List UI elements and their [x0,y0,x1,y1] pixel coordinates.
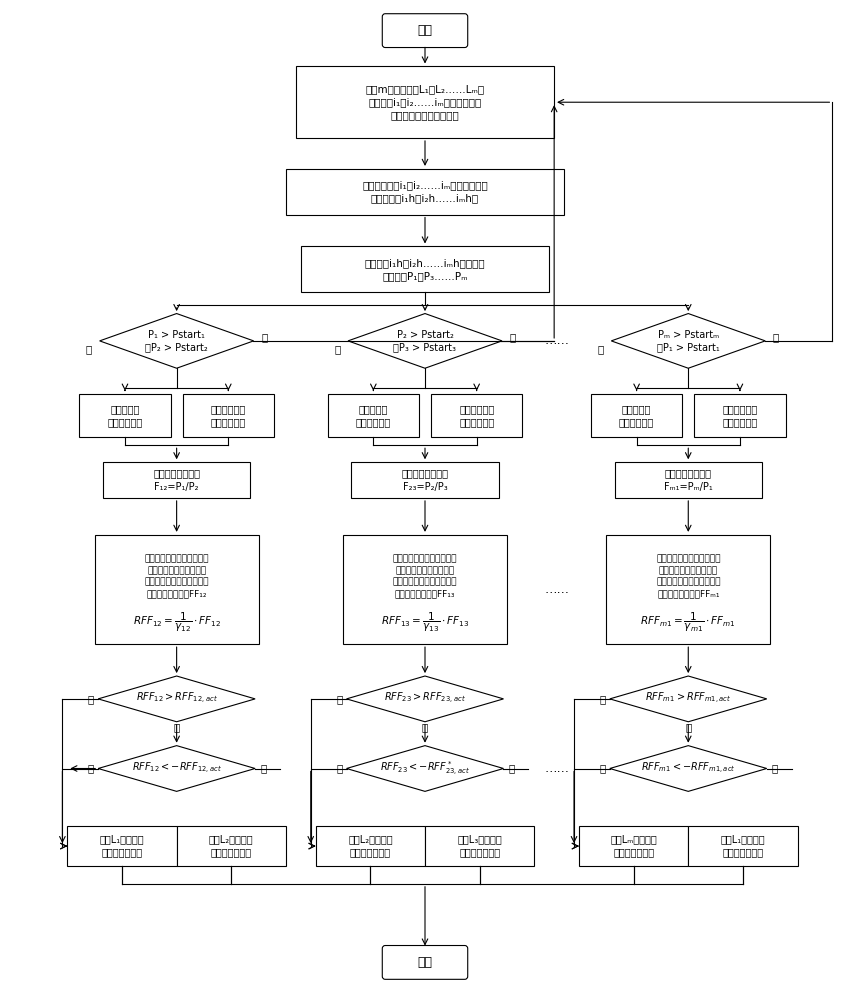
Text: $RFF_{13}=\dfrac{1}{\gamma_{13}}\cdot FF_{13}$: $RFF_{13}=\dfrac{1}{\gamma_{13}}\cdot FF… [381,611,469,634]
Text: $RFF_{23}>RFF_{23,act}$: $RFF_{23}>RFF_{23,act}$ [384,691,466,706]
Text: 否: 否 [173,722,179,732]
Polygon shape [609,746,767,791]
Bar [183,394,274,437]
Text: 否: 否 [509,332,516,342]
Text: 是: 是 [337,764,343,774]
Text: 计算过渡电阻
和故障初始角: 计算过渡电阻 和故障初始角 [722,404,757,427]
Bar [425,826,535,866]
Bar [67,826,177,866]
Text: 是: 是 [88,694,94,704]
Text: 分别计算i₁h、i₂h……iₘh的高频分
量处理量P₁、P₃……Pₘ: 分别计算i₁h、i₂h……iₘh的高频分 量处理量P₁、P₃……Pₘ [365,258,485,281]
Text: 否: 否 [772,764,778,774]
Text: 否: 否 [773,332,779,342]
Text: 是: 是 [337,694,343,704]
Text: 是: 是 [599,764,606,774]
Text: 线路L₁故障，发
出相应跳闸命令: 线路L₁故障，发 出相应跳闸命令 [99,834,144,858]
Polygon shape [347,746,503,791]
Text: 分别提取电流i₁、i₂……iₘ，中同一频带
的高频分量i₁h、i₂h……iₘh。: 分别提取电流i₁、i₂……iₘ，中同一频带 的高频分量i₁h、i₂h……iₘh。 [362,180,488,203]
Bar [694,394,785,437]
Text: 否: 否 [260,764,266,774]
Bar [327,394,419,437]
Text: 是: 是 [88,764,94,774]
FancyBboxPatch shape [382,14,468,48]
Bar [103,462,250,498]
Bar [606,535,770,644]
Bar [296,66,554,138]
Polygon shape [609,676,767,722]
Text: 构建故障特征量：
F₁₂=P₁/P₂: 构建故障特征量： F₁₂=P₁/P₂ [153,469,200,492]
Text: $RFF_{m1}>RFF_{m1,act}$: $RFF_{m1}>RFF_{m1,act}$ [645,691,732,706]
Text: ……: …… [545,762,570,775]
Text: 否: 否 [261,332,268,342]
Polygon shape [348,314,502,368]
Polygon shape [98,676,255,722]
Text: 开始: 开始 [417,24,433,37]
Bar [79,394,171,437]
Text: $RFF_{12}<-RFF_{12,act}$: $RFF_{12}<-RFF_{12,act}$ [132,761,222,776]
Bar [615,462,762,498]
Bar [286,169,564,215]
Text: 构建故障特征量：
F₂₃=P₂/P₃: 构建故障特征量： F₂₃=P₂/P₃ [401,469,449,492]
Text: 是: 是 [599,694,606,704]
Text: 线路L₁故障，发
出相应跳闸命令: 线路L₁故障，发 出相应跳闸命令 [721,834,765,858]
Text: 否: 否 [685,722,691,732]
Text: Pₘ > Pstartₘ
或P₁ > Pstart₁: Pₘ > Pstartₘ 或P₁ > Pstart₁ [657,330,720,352]
Text: 故障特征量归算：根据故障
类型，选择相应类型的参
数，按过渡电阻与故障初始
角归算故障特征量FF₁₃: 故障特征量归算：根据故障 类型，选择相应类型的参 数，按过渡电阻与故障初始 角归… [393,554,457,599]
Text: 线路L₂故障，发
出相应跳闸命令: 线路L₂故障，发 出相应跳闸命令 [348,834,393,858]
Text: P₂ > Pstart₂
或P₃ > Pstart₃: P₂ > Pstart₂ 或P₃ > Pstart₃ [394,330,456,352]
Text: 线路L₃故障，发
出相应跳闸命令: 线路L₃故障，发 出相应跳闸命令 [457,834,502,858]
Text: 采集m回输电线路L₁、L₂……Lₘ的
故障电流i₁、i₂……iₘ，经模数转换
将模拟信号转为数字信号: 采集m回输电线路L₁、L₂……Lₘ的 故障电流i₁、i₂……iₘ，经模数转换 将… [366,84,484,120]
Text: 计算过渡电阻
和故障初始角: 计算过渡电阻 和故障初始角 [211,404,246,427]
Text: 故障特征量归算：根据故障
类型，选择相应类型的参
数，按过渡电阻与故障初始
角归算故障特征量FF₁₂: 故障特征量归算：根据故障 类型，选择相应类型的参 数，按过渡电阻与故障初始 角归… [144,554,209,599]
Bar [315,826,425,866]
Text: 判断故障类
型，故障选相: 判断故障类 型，故障选相 [107,404,143,427]
Polygon shape [347,676,503,722]
Text: $RFF_{m1}<-RFF_{m1,act}$: $RFF_{m1}<-RFF_{m1,act}$ [641,761,735,776]
FancyBboxPatch shape [382,946,468,979]
Text: 结束: 结束 [417,956,433,969]
Text: $RFF_{12}>RFF_{12,act}$: $RFF_{12}>RFF_{12,act}$ [136,691,218,706]
Text: 是: 是 [334,344,341,354]
Text: 计算过渡电阻
和故障初始角: 计算过渡电阻 和故障初始角 [459,404,495,427]
Text: P₁ > Pstart₁
或P₂ > Pstart₂: P₁ > Pstart₁ 或P₂ > Pstart₂ [145,330,208,352]
Bar [94,535,258,644]
Text: 否: 否 [508,764,515,774]
Bar [301,246,549,292]
Text: 构建故障特征量：
Fₘ₁=Pₘ/P₁: 构建故障特征量： Fₘ₁=Pₘ/P₁ [664,469,712,492]
Text: ……: …… [545,583,570,596]
Text: 是: 是 [86,344,92,354]
Text: 否: 否 [422,722,428,732]
Bar [177,826,286,866]
Text: ……: …… [545,334,570,347]
Text: $RFF_{m1}=\dfrac{1}{\gamma_{m1}}\cdot FF_{m1}$: $RFF_{m1}=\dfrac{1}{\gamma_{m1}}\cdot FF… [640,611,736,634]
Text: 判断故障类
型，故障选相: 判断故障类 型，故障选相 [355,404,391,427]
Text: 判断故障类
型，故障选相: 判断故障类 型，故障选相 [619,404,654,427]
Bar [591,394,683,437]
Text: $RFF_{12}=\dfrac{1}{\gamma_{12}}\cdot FF_{12}$: $RFF_{12}=\dfrac{1}{\gamma_{12}}\cdot FF… [133,611,221,634]
Text: $RFF_{23}<-RFF^*_{23,act}$: $RFF_{23}<-RFF^*_{23,act}$ [380,759,470,778]
Polygon shape [99,314,253,368]
Text: 是: 是 [598,344,604,354]
Text: 线路Lₘ故障，发
出相应跳闸命令: 线路Lₘ故障，发 出相应跳闸命令 [610,834,657,858]
Bar [343,535,507,644]
Text: 线路L₂故障，发
出相应跳闸命令: 线路L₂故障，发 出相应跳闸命令 [209,834,253,858]
Bar [352,462,498,498]
Bar [431,394,523,437]
Text: 故障特征量归算：根据故障
类型，选择相应类型的参
数，按过渡电阻与故障初始
角归算故障特征量FFₘ₁: 故障特征量归算：根据故障 类型，选择相应类型的参 数，按过渡电阻与故障初始 角归… [656,554,721,599]
Polygon shape [611,314,765,368]
Polygon shape [98,746,255,791]
Bar [579,826,688,866]
Bar [688,826,797,866]
